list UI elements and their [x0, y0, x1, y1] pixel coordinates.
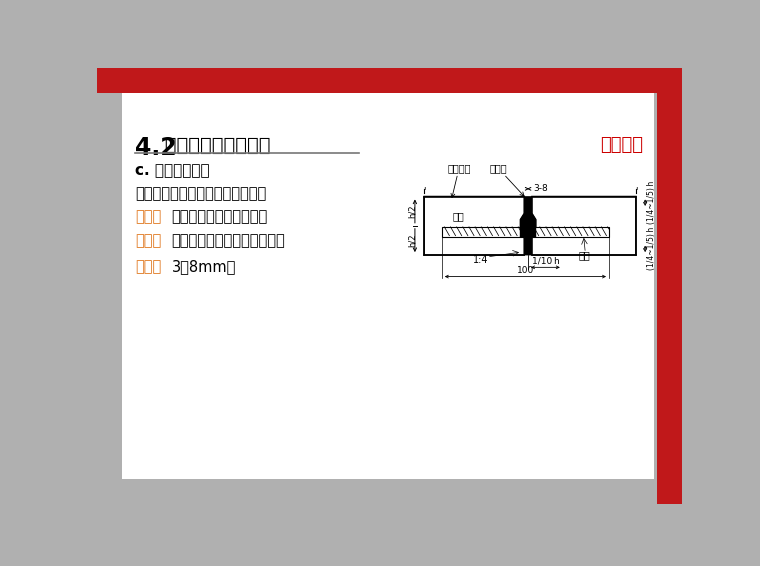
- Bar: [122, 93, 654, 479]
- Text: h/2: h/2: [407, 234, 416, 247]
- Text: 1:4: 1:4: [473, 255, 488, 265]
- Text: 4.2: 4.2: [135, 136, 177, 160]
- Text: (1/4~1/5) h: (1/4~1/5) h: [648, 181, 657, 224]
- Text: 水泥混凝土路面施工: 水泥混凝土路面施工: [159, 136, 271, 155]
- Text: 缝宽：: 缝宽：: [135, 260, 162, 275]
- Text: 尽量与缩缝、胀缝重合；: 尽量与缩缝、胀缝重合；: [172, 209, 268, 225]
- Text: c. 横向施工缝：: c. 横向施工缝：: [135, 164, 210, 178]
- Text: 位置：: 位置：: [135, 209, 162, 225]
- Text: 3-8: 3-8: [534, 183, 548, 192]
- Bar: [657, 68, 682, 504]
- Bar: [442, 226, 524, 237]
- Text: 填缝料: 填缝料: [489, 164, 524, 196]
- Text: 设传力杆平缝、设拉杆企口缝: 设传力杆平缝、设拉杆企口缝: [172, 233, 285, 248]
- Text: 防锈涂料: 防锈涂料: [447, 164, 470, 198]
- Text: 1/10 h: 1/10 h: [531, 256, 559, 265]
- Polygon shape: [424, 196, 524, 255]
- Text: 路面结构: 路面结构: [600, 136, 644, 154]
- Text: ': ': [635, 187, 637, 196]
- Text: (1/4~1/5) h: (1/4~1/5) h: [648, 227, 657, 271]
- Bar: [97, 68, 682, 93]
- Bar: [521, 226, 536, 237]
- Text: 类型：: 类型：: [135, 233, 162, 248]
- Bar: [532, 226, 609, 237]
- Text: ': ': [423, 187, 426, 196]
- Text: 3～8mm。: 3～8mm。: [172, 260, 236, 275]
- Text: 每天施工结束、特殊原因临时中断: 每天施工结束、特殊原因临时中断: [135, 187, 267, 201]
- Polygon shape: [532, 196, 636, 255]
- Text: 100: 100: [517, 266, 534, 275]
- Text: h/2: h/2: [407, 204, 416, 218]
- Text: 拉杆: 拉杆: [578, 250, 590, 260]
- Text: 拉杆: 拉杆: [453, 211, 464, 221]
- Polygon shape: [521, 196, 536, 255]
